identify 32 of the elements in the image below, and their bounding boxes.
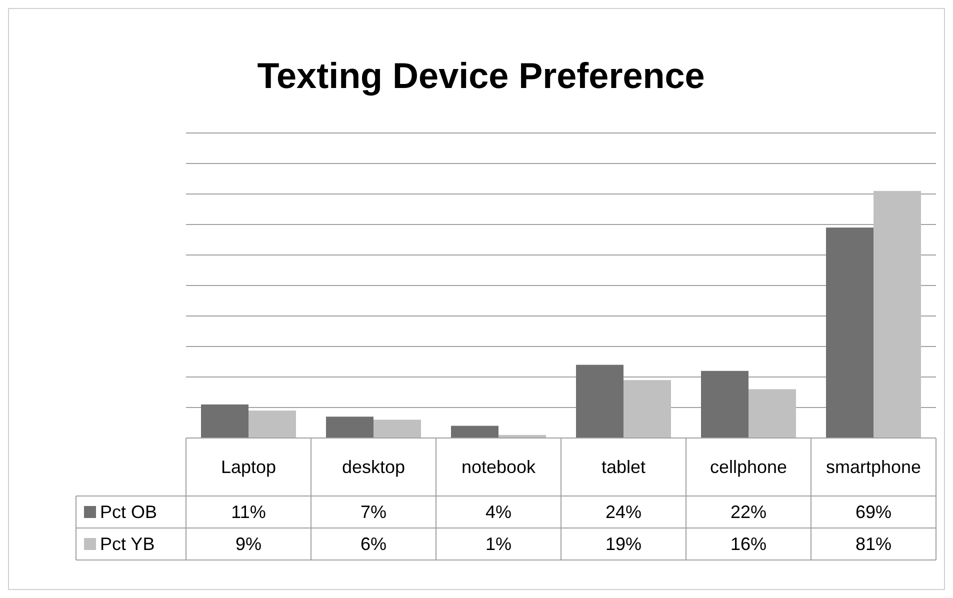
- bar: [248, 410, 296, 438]
- data-label: 16%: [730, 534, 767, 554]
- x-tick-label: notebook: [461, 457, 537, 477]
- bar: [576, 364, 624, 438]
- data-label: 22%: [730, 502, 767, 522]
- data-label: 24%: [605, 502, 642, 522]
- x-tick-label: smartphone: [826, 457, 922, 477]
- data-label: 1%: [485, 534, 512, 554]
- bar: [326, 416, 374, 438]
- x-tick-label: cellphone: [710, 457, 788, 477]
- data-label: 7%: [360, 502, 387, 522]
- data-label: 69%: [855, 502, 892, 522]
- bar: [701, 370, 748, 438]
- chart-title: Texting Device Preference: [257, 55, 705, 96]
- data-label: 81%: [855, 534, 892, 554]
- legend-label: Pct OB: [100, 502, 158, 522]
- data-label: 9%: [235, 534, 262, 554]
- bar: [826, 228, 874, 438]
- data-label: 6%: [360, 534, 387, 554]
- bar: [874, 190, 921, 438]
- bar: [201, 404, 248, 438]
- bar: [748, 389, 796, 438]
- data-label: 19%: [605, 534, 642, 554]
- data-label: 11%: [231, 502, 266, 522]
- x-tick-label: tablet: [601, 457, 646, 477]
- data-label: 4%: [485, 502, 512, 522]
- bar: [451, 426, 498, 438]
- bar: [374, 420, 421, 438]
- bar: [624, 380, 671, 438]
- x-tick-label: Laptop: [220, 457, 276, 477]
- x-tick-label: desktop: [342, 457, 406, 477]
- legend-label: Pct YB: [100, 534, 155, 554]
